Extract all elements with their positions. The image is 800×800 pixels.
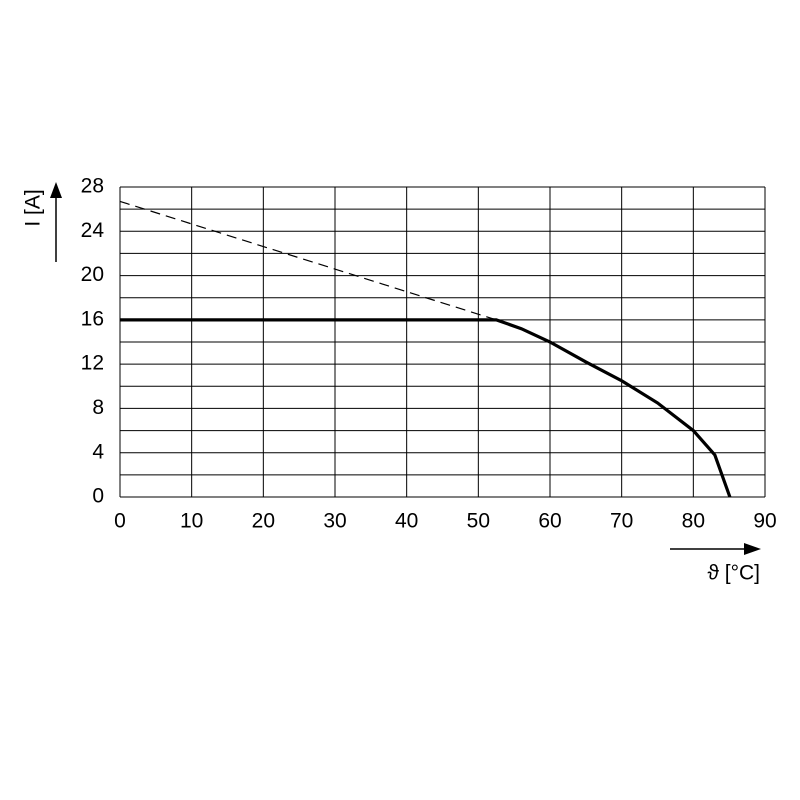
- x-tick-label: 20: [252, 510, 275, 533]
- x-tick-label: 60: [538, 510, 561, 533]
- x-tick-label: 0: [114, 510, 126, 533]
- y-axis-label: I [A]: [22, 189, 45, 226]
- x-tick-label: 70: [610, 510, 633, 533]
- x-axis-label: ϑ [°C]: [707, 562, 760, 585]
- y-arrow-head: [50, 182, 62, 198]
- y-tick-label: 28: [81, 175, 104, 198]
- y-tick-label: 24: [81, 219, 105, 242]
- x-tick-label: 80: [682, 510, 705, 533]
- y-tick-label: 4: [92, 440, 104, 463]
- x-tick-label: 40: [395, 510, 418, 533]
- x-arrow-head: [744, 543, 761, 555]
- y-tick-label: 16: [81, 307, 104, 330]
- x-tick-label: 90: [753, 510, 776, 533]
- y-tick-label: 12: [81, 352, 104, 375]
- x-tick-label: 10: [180, 510, 203, 533]
- y-tick-label: 0: [92, 485, 104, 508]
- y-tick-label: 8: [92, 396, 104, 419]
- series-line: [120, 318, 732, 498]
- y-tick-label: 20: [81, 263, 104, 286]
- x-tick-label: 50: [467, 510, 490, 533]
- series-line: [119, 200, 497, 321]
- x-tick-label: 30: [323, 510, 346, 533]
